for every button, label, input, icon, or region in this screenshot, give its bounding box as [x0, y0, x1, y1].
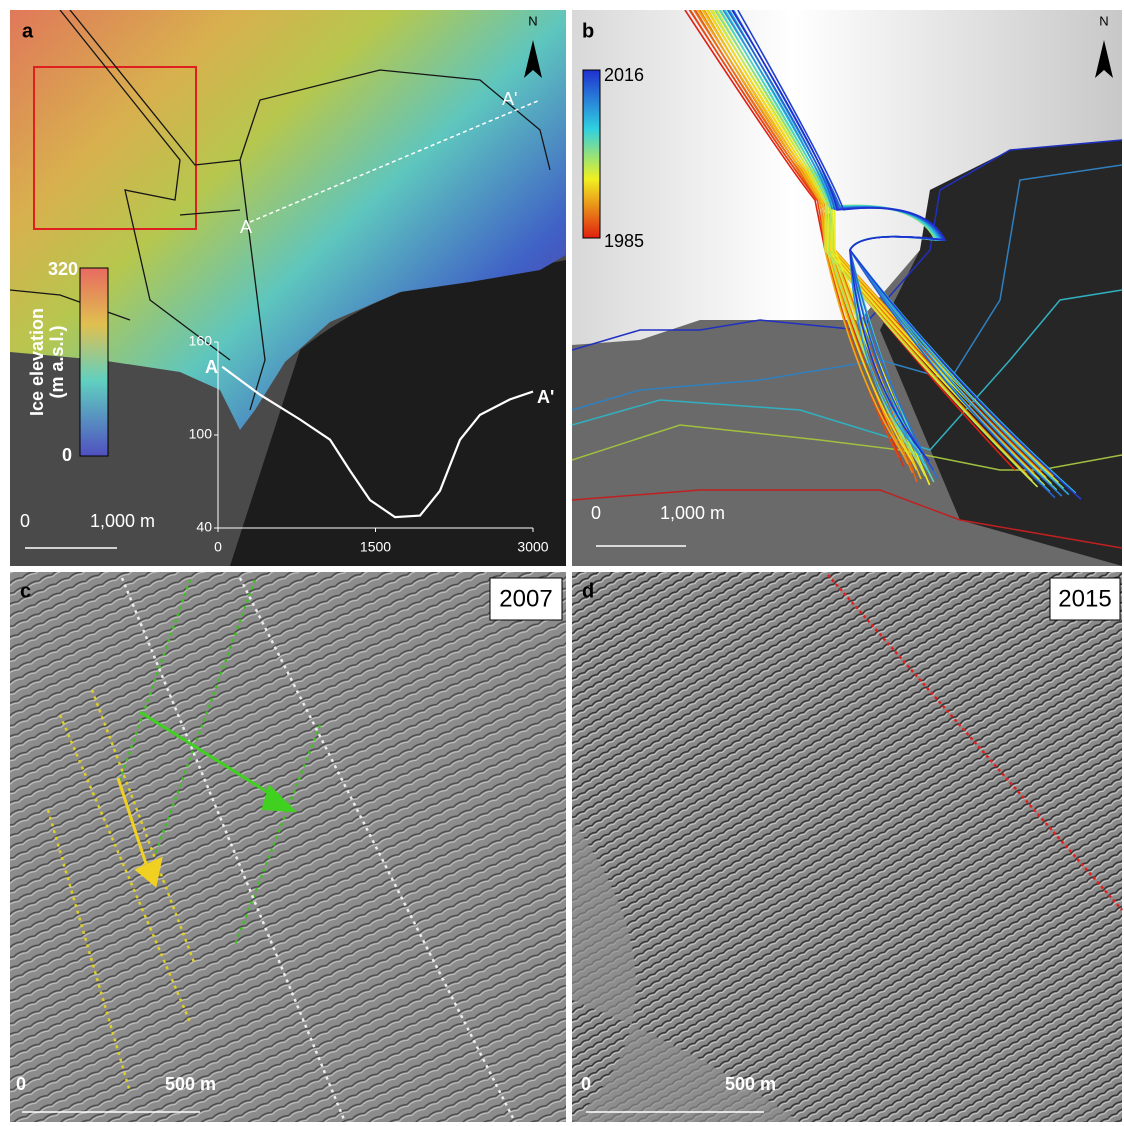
panel-label: b: [582, 20, 594, 42]
colorbar-min: 1985: [604, 231, 644, 251]
flowline: [731, 10, 947, 462]
scale-end: 1,000 m: [90, 511, 155, 531]
arrow: [139, 710, 273, 797]
panel-label: d: [582, 580, 594, 602]
guide-line: [118, 579, 192, 781]
flowline: [709, 10, 1039, 488]
ocean: [880, 140, 1122, 566]
background: [572, 572, 1122, 1122]
y-tick-label: 160: [189, 333, 213, 349]
scale-end: 500 m: [725, 1074, 776, 1094]
guide-line: [827, 574, 1123, 911]
outline: [10, 10, 551, 411]
ocean: [230, 260, 566, 566]
profile-end: A': [537, 387, 554, 407]
front: [572, 489, 1122, 549]
arrow: [116, 777, 150, 871]
ice-surface: [10, 10, 566, 430]
north-arrow: [524, 40, 542, 78]
y-tick-label: 40: [196, 519, 212, 535]
transect: [249, 99, 541, 223]
scale-start: 0: [16, 1074, 26, 1094]
flowline: [697, 10, 905, 456]
ice: [572, 10, 1122, 345]
profile: 40 100 160 0 1500 3000: [189, 333, 549, 555]
inset-box: [33, 66, 197, 230]
north-label: N: [1099, 13, 1108, 28]
background: [10, 572, 566, 1122]
year: 2015: [1058, 585, 1111, 612]
panel-b: [572, 10, 1122, 566]
smooth-area: [572, 820, 800, 1122]
panel-d: [572, 572, 1123, 1122]
arrowhead: [261, 784, 298, 813]
x-tick-label: 0: [214, 539, 222, 555]
north-arrow: [1095, 40, 1113, 78]
transect-start: A: [240, 217, 252, 237]
panel-c: [10, 572, 566, 1123]
front: [572, 164, 1122, 411]
panel-label: c: [20, 580, 31, 602]
colorbar-title: Ice elevation: [27, 308, 47, 416]
colorbar-min: 0: [62, 445, 72, 465]
panel-label: a: [22, 20, 34, 42]
transect-end: A': [502, 89, 517, 109]
scale-start: 0: [581, 1074, 591, 1094]
year-box: [1049, 577, 1121, 621]
panel-a: [10, 10, 566, 566]
x-tick-label: 3000: [517, 539, 548, 555]
north-label: N: [528, 13, 537, 28]
colorbar-max: 2016: [604, 65, 644, 85]
scale-end: 1,000 m: [660, 503, 725, 523]
scale-start: 0: [20, 511, 30, 531]
scale-end: 500 m: [165, 1074, 216, 1094]
scale-start: 0: [591, 503, 601, 523]
arrowhead: [134, 856, 163, 888]
year: 2007: [499, 585, 552, 612]
x-tick-label: 1500: [360, 539, 391, 555]
colorbar-title: (m a.s.l.): [47, 325, 67, 398]
colorbar: [79, 267, 109, 457]
guide-line: [233, 724, 322, 946]
flowline: [688, 10, 901, 459]
front: [572, 289, 1122, 451]
colorbar-max: 320: [48, 259, 78, 279]
colorbar: [582, 69, 601, 239]
year-box: [489, 577, 563, 621]
profile-line: [221, 365, 534, 519]
profile-start: A: [205, 357, 218, 377]
y-tick-label: 100: [189, 426, 213, 442]
